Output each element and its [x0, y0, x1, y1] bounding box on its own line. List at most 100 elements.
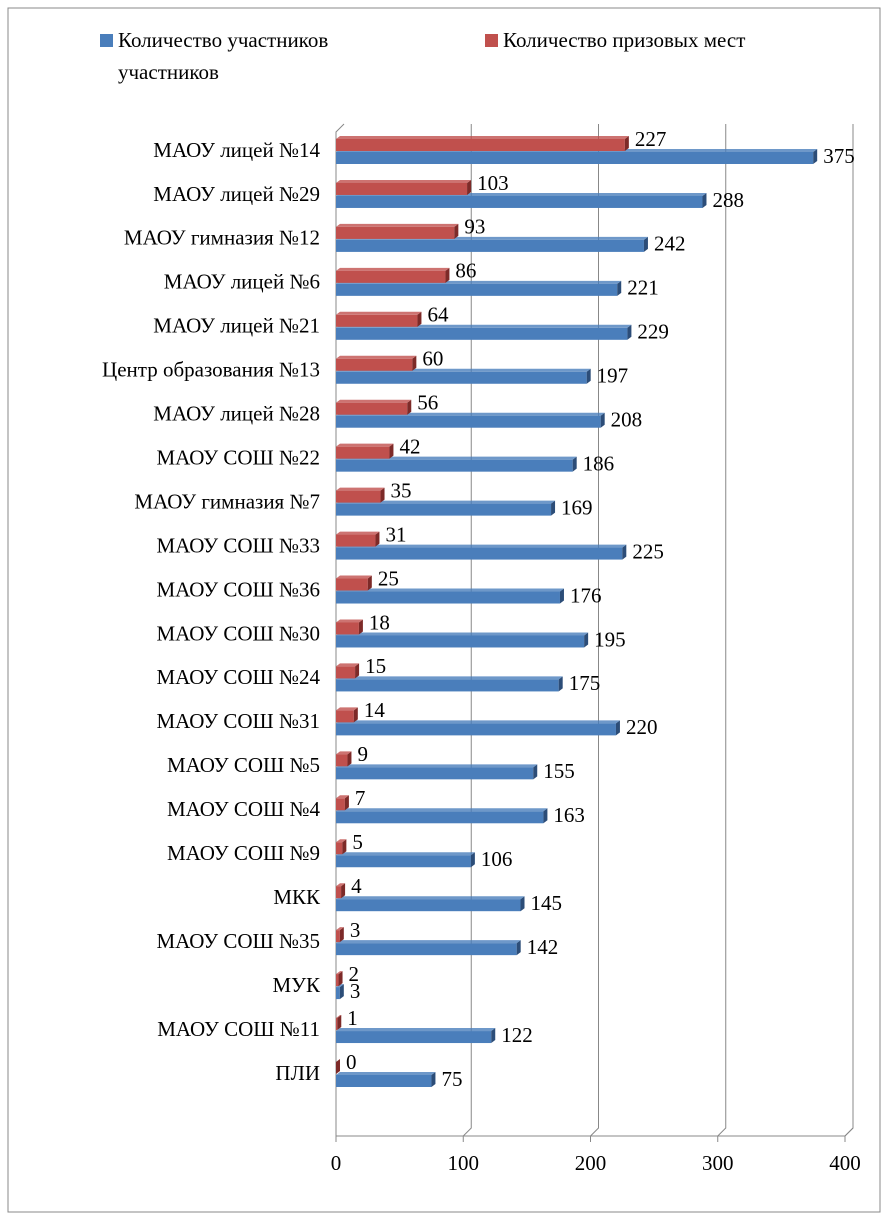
data-label: 155 — [543, 759, 575, 783]
bar-side — [543, 808, 548, 824]
bar — [336, 987, 340, 1000]
legend-swatch — [485, 34, 498, 47]
bar — [336, 635, 585, 648]
bar-top — [336, 223, 459, 227]
bar-side — [417, 311, 422, 327]
y-tick-label: МАОУ гимназия №12 — [124, 226, 320, 250]
bar — [336, 358, 413, 371]
y-tick-label: МАОУ СОШ №33 — [156, 533, 320, 557]
bar-side — [367, 575, 372, 591]
y-tick-label: Центр образования №13 — [102, 358, 320, 382]
y-tick-label: МКК — [273, 885, 321, 909]
bar-side — [339, 984, 344, 1000]
data-label: 142 — [527, 935, 559, 959]
bar-top — [336, 355, 417, 359]
data-label: 122 — [501, 1023, 533, 1047]
bar — [336, 459, 573, 472]
bar-side — [344, 795, 349, 811]
bar-side — [375, 531, 380, 547]
bar-side — [617, 280, 622, 296]
y-tick-label: МАОУ лицей №14 — [153, 138, 320, 162]
data-label: 86 — [455, 259, 476, 283]
data-label: 9 — [357, 742, 368, 766]
bar-top — [336, 531, 380, 535]
y-tick-label: МАОУ СОШ №36 — [156, 577, 320, 601]
bar-side — [702, 192, 707, 208]
bar-top — [336, 443, 394, 447]
bar-side — [445, 267, 450, 283]
bar-side — [559, 588, 564, 604]
bar — [336, 622, 359, 635]
bar — [336, 283, 618, 296]
bar — [336, 974, 339, 987]
y-tick-label: МАОУ СОШ №31 — [156, 709, 320, 733]
bar — [336, 578, 368, 591]
bar-side — [342, 839, 347, 855]
data-label: 7 — [355, 786, 366, 810]
bar-top — [336, 632, 589, 636]
bar — [336, 798, 345, 811]
data-label: 103 — [477, 171, 509, 195]
data-label: 227 — [635, 127, 667, 151]
bar-top — [336, 883, 346, 887]
data-label: 163 — [553, 803, 585, 827]
bar — [336, 195, 703, 208]
y-tick-label: МАОУ СОШ №22 — [156, 445, 320, 469]
bar-side — [389, 443, 394, 459]
data-label: 195 — [594, 627, 626, 651]
bar-top — [336, 267, 450, 271]
data-label: 106 — [481, 847, 513, 871]
grid-line — [590, 124, 599, 1137]
bar-side — [380, 487, 385, 503]
data-label: 64 — [427, 303, 449, 327]
bar — [336, 371, 587, 384]
bar-top — [336, 1028, 496, 1032]
data-label: 42 — [399, 434, 420, 458]
bar-side — [347, 751, 352, 767]
bar — [336, 446, 390, 459]
y-tick-label: МАОУ СОШ №35 — [156, 929, 320, 953]
y-tick-label: МАОУ СОШ №4 — [167, 797, 321, 821]
bar-side — [551, 500, 556, 516]
y-tick-label: МАОУ СОШ №30 — [156, 621, 320, 645]
y-tick-label: МАОУ СОШ №11 — [157, 1017, 320, 1041]
bar — [336, 314, 418, 327]
data-label: 3 — [350, 979, 361, 1003]
data-label: 25 — [378, 566, 399, 590]
x-tick-label: 100 — [448, 1151, 480, 1175]
bar — [336, 811, 544, 824]
bar-side — [353, 707, 358, 723]
bar-side — [584, 632, 589, 648]
bar-top — [336, 663, 360, 667]
bar-top — [336, 852, 475, 856]
bar-top — [336, 940, 521, 944]
bar-side — [339, 927, 344, 943]
y-tick-label: МАОУ лицей №21 — [153, 314, 320, 338]
data-label: 242 — [654, 232, 686, 256]
bar-top — [336, 500, 556, 504]
y-tick-label: ПЛИ — [275, 1061, 320, 1085]
data-label: 31 — [385, 522, 406, 546]
bar-top — [336, 1015, 342, 1019]
data-label: 145 — [531, 891, 563, 915]
bar — [336, 767, 534, 780]
data-label: 15 — [365, 654, 386, 678]
bar-top — [336, 399, 412, 403]
bar-side — [454, 223, 459, 239]
data-label: 4 — [351, 874, 362, 898]
bar — [336, 899, 521, 912]
data-label: 18 — [369, 610, 390, 634]
bar-side — [813, 149, 818, 164]
data-label: 2 — [349, 962, 360, 986]
bar-side — [491, 1028, 496, 1044]
bar-top — [336, 927, 344, 931]
grid-line — [717, 124, 727, 1137]
bar-side — [336, 1059, 340, 1074]
bar-side — [431, 1072, 436, 1087]
bar-top — [336, 764, 538, 768]
bar — [336, 152, 814, 164]
bar — [336, 666, 356, 679]
legend-swatch — [100, 34, 113, 47]
y-tick-label: МАОУ лицей №29 — [153, 182, 320, 206]
bar-side — [338, 971, 343, 987]
